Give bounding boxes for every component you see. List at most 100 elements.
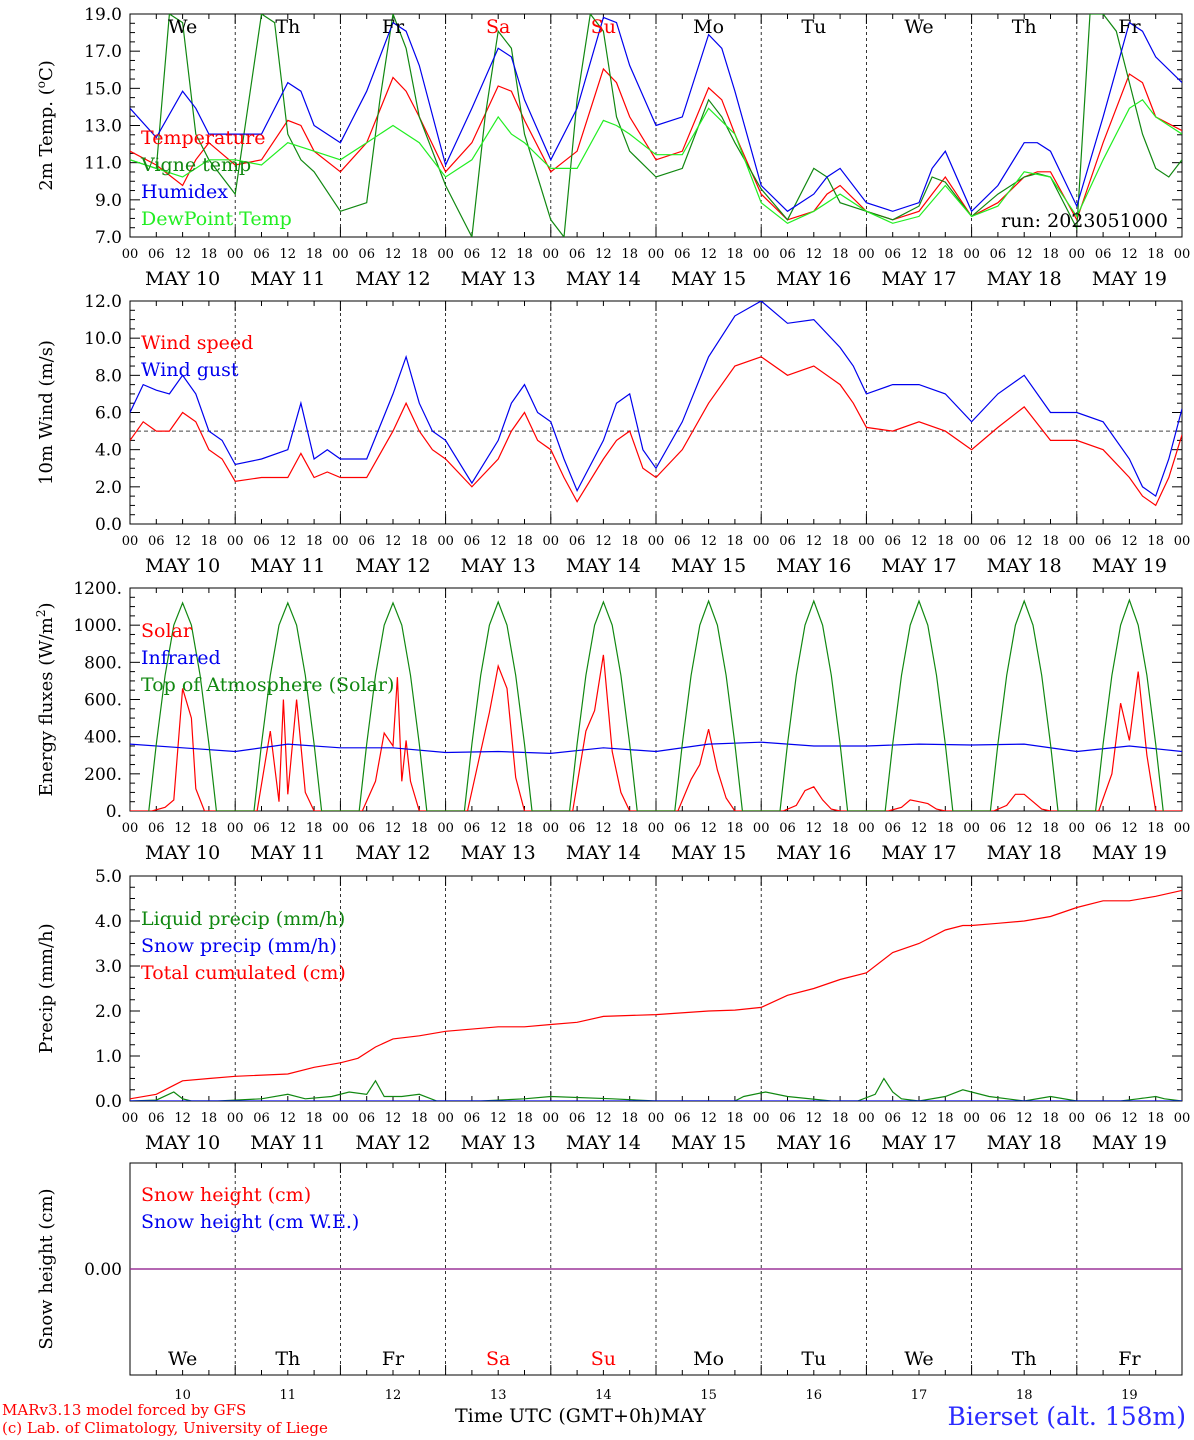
- y-tick-label: 12.0: [84, 292, 122, 312]
- hour-tick-label: 18: [832, 821, 849, 836]
- y-axis-label: 2m Temp. (oC): [34, 60, 57, 191]
- y-tick-label: 10.0: [84, 329, 122, 349]
- x-axis-title: Time UTC (GMT+0h)MAY: [455, 1405, 706, 1427]
- panel-temperature: 7.0 9.0 11.0 13.0 15.0 17.0 19.0 2m Temp. (oC) T…: [34, 5, 1190, 290]
- hour-tick-label: 00: [437, 1111, 454, 1126]
- hour-tick-label: 12: [490, 247, 507, 262]
- weekday-label: Sa: [486, 1348, 510, 1370]
- hour-tick-label: 18: [1147, 534, 1164, 549]
- hour-tick-label: 00: [1174, 1111, 1191, 1126]
- hour-tick-label: 00: [122, 534, 139, 549]
- hour-tick-label: 00: [1174, 534, 1191, 549]
- panel-precip: 0.0 1.0 2.0 3.0 4.0 5.0 Precip (mm/h) Liquid pr…: [36, 867, 1190, 1154]
- hour-tick-label: 18: [516, 1111, 533, 1126]
- legend-entry: Snow precip (mm/h): [141, 935, 337, 957]
- hour-tick-label: 12: [385, 1111, 402, 1126]
- hour-tick-label: 18: [832, 1111, 849, 1126]
- hour-tick-label: 12: [280, 1111, 297, 1126]
- hour-tick-label: 06: [779, 247, 796, 262]
- series-vigne-temp: [130, 14, 1182, 237]
- date-label: MAY 19: [1092, 1132, 1167, 1154]
- y-tick-label: 3.0: [95, 957, 122, 977]
- weekday-label: Fr: [1118, 1348, 1141, 1370]
- y-axis-label: Energy fluxes (W/m2): [34, 602, 57, 796]
- hour-tick-label: 06: [569, 534, 586, 549]
- hour-tick-label: 18: [937, 1111, 954, 1126]
- hour-tick-label: 00: [437, 247, 454, 262]
- weekday-label: Th: [1012, 1348, 1037, 1370]
- date-label: MAY 15: [671, 555, 746, 577]
- weekday-label: Fr: [382, 16, 405, 38]
- hour-tick-label: 18: [727, 534, 744, 549]
- hour-tick-label: 00: [1069, 1111, 1086, 1126]
- hour-tick-label: 18: [937, 247, 954, 262]
- weekday-label: Fr: [1118, 16, 1141, 38]
- day-number-label: 14: [595, 1388, 612, 1403]
- hour-tick-label: 18: [411, 534, 428, 549]
- hour-tick-label: 12: [490, 534, 507, 549]
- weekday-label: We: [904, 1348, 933, 1370]
- day-number-label: 19: [1121, 1388, 1138, 1403]
- hour-tick-label: 06: [464, 247, 481, 262]
- series-liquid-precip-mm-h: [130, 1077, 1182, 1101]
- weekday-label: Tu: [801, 16, 826, 38]
- y-tick-label: 2.0: [95, 1002, 122, 1022]
- hour-tick-label: 00: [963, 1111, 980, 1126]
- hour-tick-label: 12: [806, 821, 823, 836]
- hour-tick-label: 00: [437, 821, 454, 836]
- hour-tick-label: 12: [595, 247, 612, 262]
- y-tick-label: 0.0: [95, 515, 122, 535]
- hour-tick-label: 12: [595, 534, 612, 549]
- hour-tick-label: 18: [1042, 1111, 1059, 1126]
- legend-entry: DewPoint Temp: [141, 208, 292, 230]
- y-tick-label: 400.: [84, 728, 122, 748]
- weekday-label: Fr: [382, 1348, 405, 1370]
- date-label: MAY 13: [461, 1132, 536, 1154]
- date-label: MAY 12: [355, 555, 430, 577]
- hour-tick-label: 06: [358, 821, 375, 836]
- weekday-label: We: [168, 16, 197, 38]
- date-label: MAY 12: [355, 842, 430, 864]
- date-label: MAY 12: [355, 1132, 430, 1154]
- weekday-label: Th: [275, 1348, 300, 1370]
- date-label: MAY 16: [776, 268, 851, 290]
- hour-tick-label: 12: [595, 1111, 612, 1126]
- hour-tick-label: 00: [753, 247, 770, 262]
- date-label: MAY 12: [355, 268, 430, 290]
- hour-tick-label: 18: [832, 534, 849, 549]
- day-number-label: 10: [174, 1388, 191, 1403]
- y-tick-label: 17.0: [84, 42, 122, 62]
- date-label: MAY 16: [776, 555, 851, 577]
- legend-entry: Liquid precip (mm/h): [141, 908, 345, 930]
- hour-tick-label: 06: [464, 1111, 481, 1126]
- legend-entry: Infrared: [141, 647, 221, 669]
- y-tick-label: 2.0: [95, 478, 122, 498]
- hour-tick-label: 06: [148, 1111, 165, 1126]
- day-number-label: 17: [911, 1388, 928, 1403]
- hour-tick-label: 06: [990, 821, 1007, 836]
- month-label: MAY: [660, 1405, 706, 1427]
- date-label: MAY 13: [461, 555, 536, 577]
- hour-tick-label: 12: [1121, 821, 1138, 836]
- y-tick-label: 7.0: [95, 228, 122, 248]
- y-tick-label: 0.00: [84, 1260, 122, 1280]
- series-temperature: [130, 67, 1182, 222]
- date-label: MAY 18: [987, 268, 1062, 290]
- date-label: MAY 13: [461, 268, 536, 290]
- date-label: MAY 15: [671, 268, 746, 290]
- date-label: MAY 11: [250, 268, 325, 290]
- hour-tick-label: 12: [490, 1111, 507, 1126]
- date-label: MAY 10: [145, 268, 220, 290]
- date-label: MAY 10: [145, 555, 220, 577]
- hour-tick-label: 18: [727, 247, 744, 262]
- hour-tick-label: 12: [1016, 1111, 1033, 1126]
- legend-entry: Top of Atmosphere (Solar): [141, 674, 394, 696]
- date-label: MAY 14: [566, 1132, 641, 1154]
- hour-tick-label: 12: [911, 1111, 928, 1126]
- hour-tick-label: 12: [280, 534, 297, 549]
- hour-tick-label: 06: [674, 1111, 691, 1126]
- y-tick-label: 800.: [84, 653, 122, 673]
- series-solar: [130, 654, 1182, 811]
- hour-tick-label: 00: [858, 247, 875, 262]
